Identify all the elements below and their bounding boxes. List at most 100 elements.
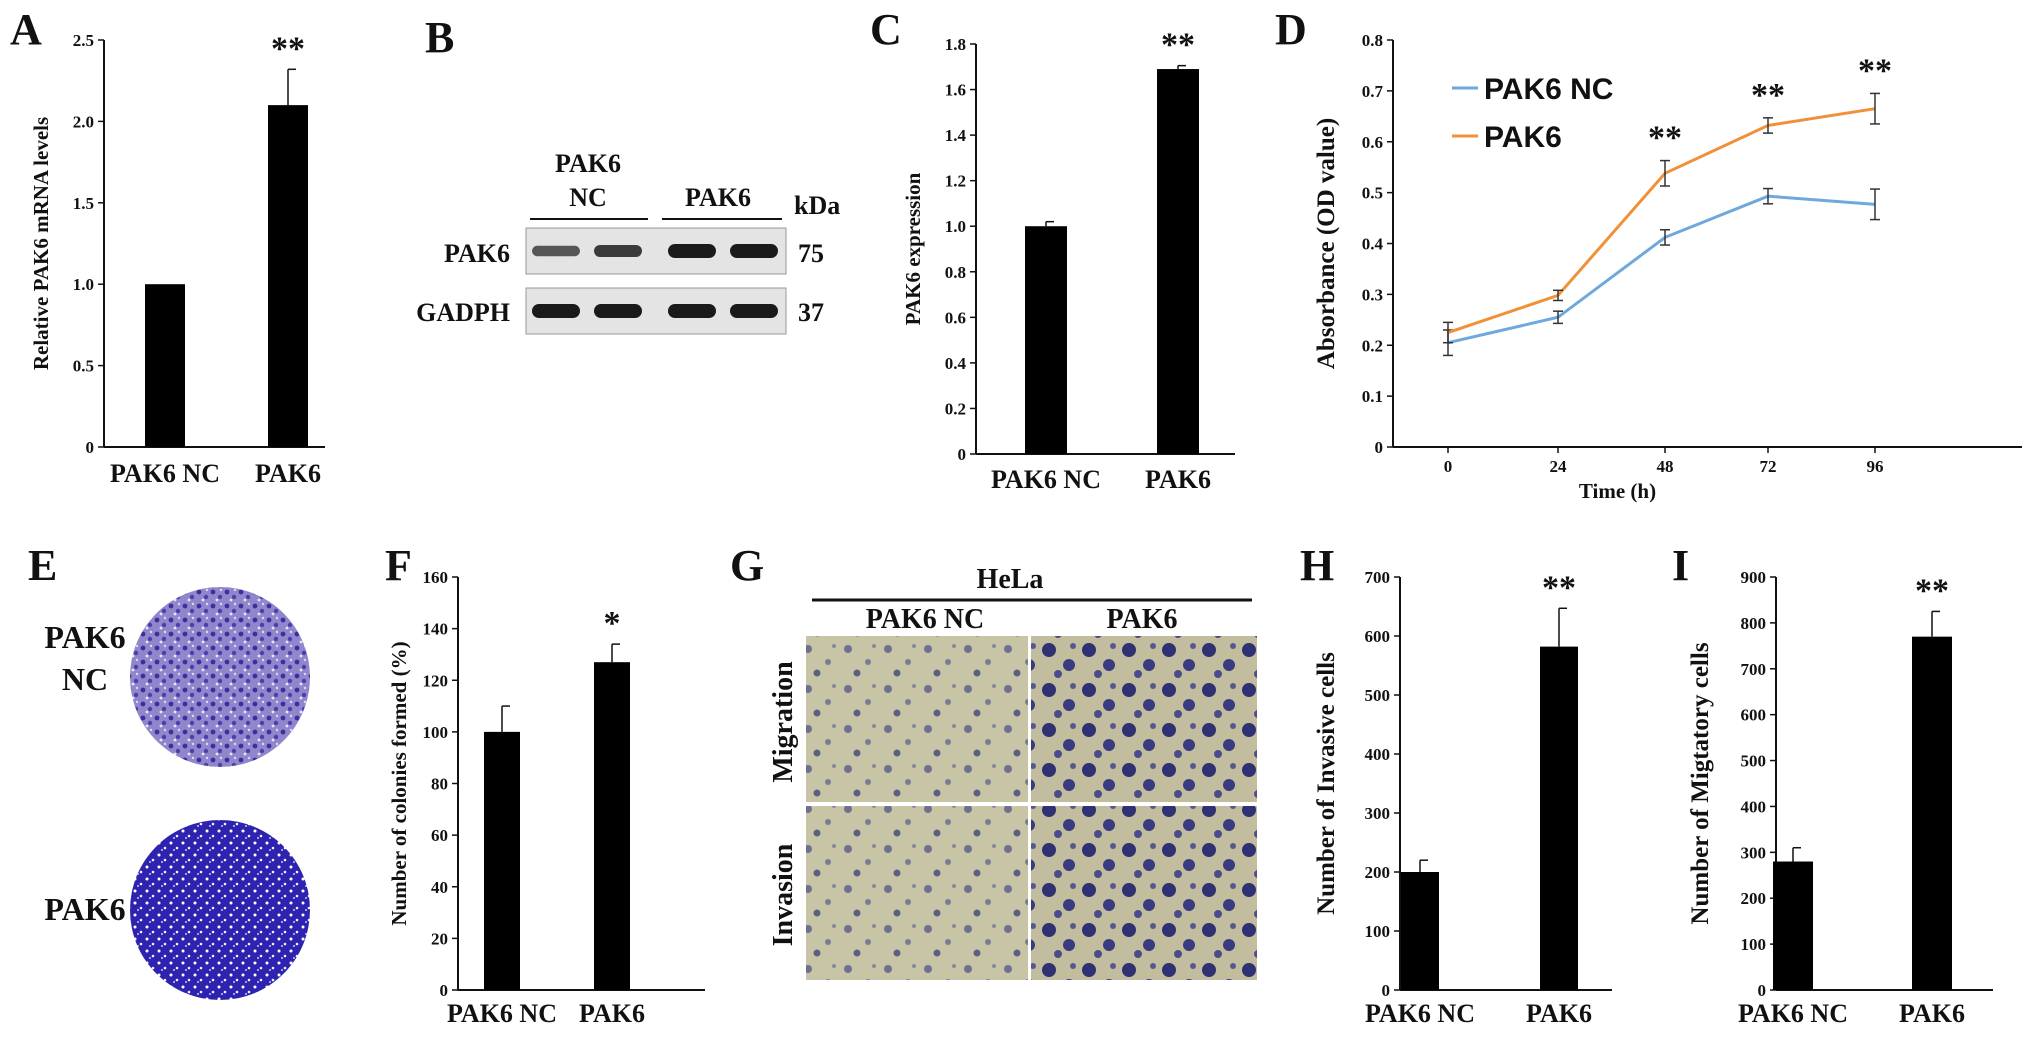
chart-i: 0 100 200 300 400 500 600 700 800 900 Number of Mi… — [1687, 568, 1993, 1028]
chart-h-y-tick-label: 300 — [1365, 804, 1391, 823]
chart-h-category-label: PAK6 — [1526, 999, 1592, 1028]
chart-c-y-tick-label: 1.6 — [945, 81, 966, 100]
chart-c-category-label: PAK6 — [1145, 465, 1211, 494]
chart-f-bar — [484, 731, 520, 990]
panel-letter-c: C — [870, 5, 902, 54]
chart-c-y-tick-label: 1.4 — [945, 126, 967, 145]
chart-f-category-label: PAK6 NC — [447, 999, 557, 1028]
chart-h-y-title: Number of Invasive cells — [1313, 652, 1340, 915]
chart-f-y-tick-label: 140 — [423, 620, 449, 639]
chart-a-category-label: PAK6 NC — [110, 459, 220, 488]
wb-band — [668, 244, 716, 258]
wb-kda-gadph: 37 — [798, 298, 824, 327]
transwell-image-invasion-pak6 — [1031, 806, 1257, 980]
chart-i-bar — [1912, 636, 1952, 990]
chart-a-y-tick-label: 1.0 — [73, 275, 94, 294]
chart-c-y-tick-label: 0.8 — [945, 263, 966, 282]
panel-letter-f: F — [385, 541, 412, 590]
chart-d-y-tick-label: 0.6 — [1362, 133, 1383, 152]
chart-h-y-tick-label: 0 — [1382, 981, 1391, 1000]
chart-c-bar — [1025, 226, 1067, 454]
chart-d-x-tick-label: 72 — [1760, 457, 1777, 476]
chart-f-y-tick-label: 0 — [440, 981, 449, 1000]
chart-h-y-tick-label: 500 — [1365, 686, 1391, 705]
chart-i-y-tick-label: 800 — [1741, 614, 1767, 633]
chart-d: 0 0.1 0.2 0.3 0.4 0.5 0.6 0.7 0.8 Absorbance (OD … — [1313, 31, 2022, 503]
chart-h-y-tick-label: 100 — [1365, 922, 1391, 941]
chart-f-y-tick-label: 20 — [431, 929, 448, 948]
chart-d-y-tick-label: 0.4 — [1362, 235, 1384, 254]
chart-a-y-tick-label: 0.5 — [73, 357, 94, 376]
transwell-col-nc: PAK6 NC — [866, 604, 984, 635]
chart-f-y-tick-label: 120 — [423, 671, 449, 690]
panel-letter-a: A — [10, 5, 42, 54]
chart-i-category-label: PAK6 NC — [1738, 999, 1848, 1028]
chart-i-y-tick-label: 700 — [1741, 660, 1767, 679]
transwell-row-invasion: Invasion — [768, 843, 799, 946]
chart-d-x-tick-label: 96 — [1867, 457, 1884, 476]
chart-i-bar — [1773, 861, 1813, 990]
chart-c-y-tick-label: 1.0 — [945, 217, 966, 236]
chart-d-y-tick-label: 0.7 — [1362, 82, 1384, 101]
colony-plates: PAK6 NC PAK6 — [44, 587, 310, 1000]
panel-letter-b: B — [425, 13, 454, 62]
chart-a-category-label: PAK6 — [255, 459, 321, 488]
chart-d-y-tick-label: 0.2 — [1362, 336, 1383, 355]
chart-a-y-tick-label: 1.5 — [73, 194, 94, 213]
chart-f-y-tick-label: 60 — [431, 826, 448, 845]
wb-bands — [532, 244, 778, 318]
panel-letter-h: H — [1300, 541, 1334, 590]
chart-i-y-tick-label: 900 — [1741, 568, 1767, 587]
transwell-row-migration: Migration — [768, 661, 799, 783]
wb-group-nc-line1: PAK6 — [555, 149, 621, 178]
chart-i-y-tick-label: 500 — [1741, 752, 1767, 771]
chart-d-y-tick-label: 0 — [1375, 438, 1384, 457]
wb-band — [668, 304, 716, 318]
wb-group-nc-line2: NC — [569, 183, 607, 212]
chart-c-y-tick-label: 0 — [958, 445, 967, 464]
panel-letter-i: I — [1672, 541, 1689, 590]
colony-label-nc-line2: NC — [62, 661, 108, 697]
chart-d-x-title: Time (h) — [1579, 479, 1656, 503]
chart-f-y-tick-label: 40 — [431, 878, 448, 897]
chart-c-y-title: PAK6 expression — [901, 172, 925, 325]
chart-a-bar — [145, 284, 185, 447]
transwell-image-migration-nc — [806, 636, 1028, 802]
chart-d-significance: ** — [1648, 120, 1682, 157]
colony-plate-nc — [130, 587, 310, 767]
chart-f-bar — [594, 662, 630, 990]
chart-h-y-tick-label: 700 — [1365, 568, 1391, 587]
chart-h-bar — [1401, 872, 1439, 990]
chart-i-y-tick-label: 300 — [1741, 843, 1767, 862]
chart-h: 0 100 200 300 400 500 600 700 Number of Invasive… — [1313, 568, 1612, 1028]
transwell-cell-line: HeLa — [977, 564, 1044, 595]
transwell-image-migration-pak6 — [1031, 636, 1257, 802]
chart-d-x-tick-label: 48 — [1657, 457, 1674, 476]
wb-band — [730, 304, 778, 318]
chart-c: 0 0.2 0.4 0.6 0.8 1.0 1.2 1.4 1.6 1.8 PAK6 express… — [901, 27, 1235, 494]
chart-i-y-tick-label: 400 — [1741, 797, 1767, 816]
chart-h-bar — [1540, 646, 1578, 990]
chart-i-category-label: PAK6 — [1899, 999, 1965, 1028]
panel-letter-e: E — [28, 541, 57, 590]
wb-kda-pak6: 75 — [798, 239, 824, 268]
chart-a-y-title: Relative PAK6 mRNA levels — [29, 117, 53, 370]
chart-d-significance: ** — [1858, 52, 1892, 89]
chart-f: 0 20 40 60 80 100 120 140 160 Number of colonies … — [387, 568, 705, 1028]
chart-a-significance: ** — [271, 30, 305, 67]
chart-h-y-tick-label: 400 — [1365, 745, 1391, 764]
chart-i-significance: ** — [1915, 572, 1949, 609]
chart-c-y-tick-label: 0.4 — [945, 354, 967, 373]
chart-f-significance: * — [604, 605, 621, 642]
chart-c-y-tick-label: 0.2 — [945, 399, 966, 418]
chart-h-category-label: PAK6 NC — [1365, 999, 1475, 1028]
transwell-col-pak6: PAK6 — [1106, 604, 1177, 635]
chart-a-y-tick-label: 2.5 — [73, 31, 94, 50]
wb-band — [594, 245, 642, 257]
transwell-image-invasion-nc — [806, 806, 1028, 980]
chart-f-y-tick-label: 160 — [423, 568, 449, 587]
transwell-panel: HeLa PAK6 NC PAK6 Migration Invasion — [768, 564, 1257, 980]
chart-c-y-tick-label: 1.2 — [945, 172, 966, 191]
chart-h-y-tick-label: 200 — [1365, 863, 1391, 882]
